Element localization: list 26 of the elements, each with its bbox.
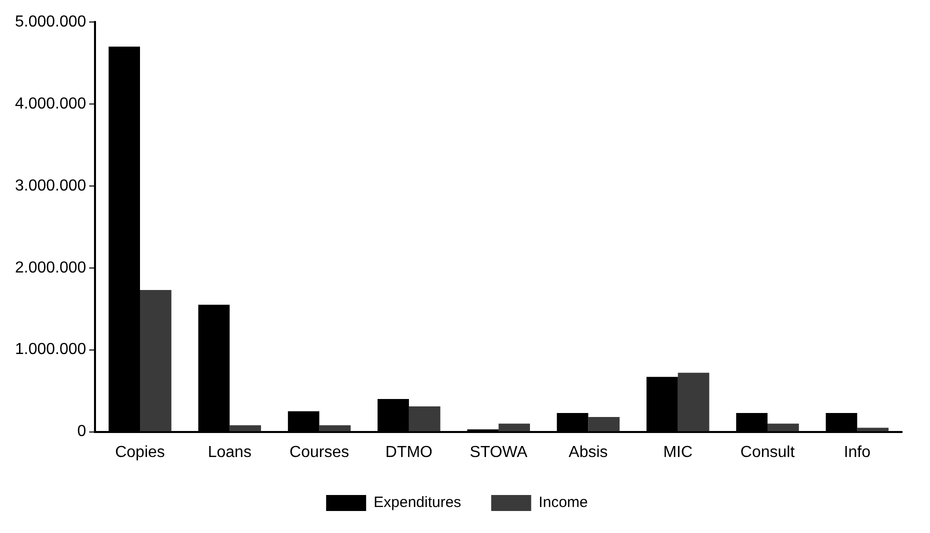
y-tick-label: 4.000.000 <box>14 95 86 112</box>
y-tick-label: 0 <box>77 423 86 440</box>
legend-label: Income <box>538 494 588 512</box>
y-tick-label: 3.000.000 <box>14 177 86 194</box>
legend-label: Expenditures <box>374 494 462 512</box>
x-tick-label: Consult <box>740 444 796 461</box>
bar <box>588 417 620 432</box>
bar <box>857 428 889 432</box>
x-tick-label: DTMO <box>385 444 432 461</box>
x-tick-label: STOWA <box>470 444 528 461</box>
x-tick-label: Copies <box>115 444 165 461</box>
x-tick-label: MIC <box>663 444 693 461</box>
bar <box>768 424 799 432</box>
bar <box>319 425 351 432</box>
x-tick-label: Courses <box>290 444 350 461</box>
bar <box>678 372 710 432</box>
bar <box>140 290 172 432</box>
bar <box>498 424 530 432</box>
x-tick-label: Info <box>844 444 871 461</box>
x-tick-label: Absis <box>568 444 608 461</box>
bar <box>408 406 440 432</box>
bar <box>230 425 262 432</box>
y-tick-label: 5.000.000 <box>14 13 86 30</box>
y-tick-label: 2.000.000 <box>14 259 86 276</box>
x-tick-label: Loans <box>208 444 252 461</box>
y-tick-label: 1.000.000 <box>14 341 86 358</box>
